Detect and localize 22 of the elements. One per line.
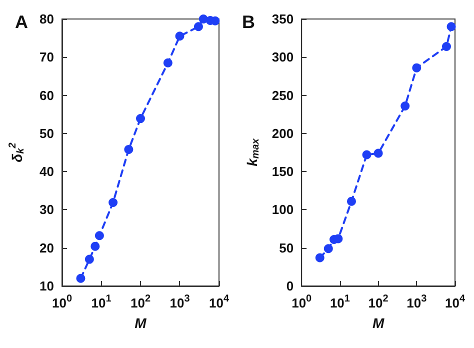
x-axis-title: M	[372, 315, 384, 331]
y-tick-label: 50	[40, 126, 54, 141]
y-axis-title: δk2	[8, 142, 26, 162]
y-tick-label: 10	[40, 278, 54, 294]
y-tick-label: 70	[40, 50, 54, 65]
chart-title: A	[15, 12, 28, 32]
x-axis-title: M	[134, 315, 147, 331]
y-tick-label: 100	[272, 202, 294, 218]
chart-title: B	[242, 12, 255, 32]
y-tick-label: 30	[40, 202, 54, 218]
y-tick-label: 150	[272, 164, 294, 180]
y-tick-label: 80	[40, 12, 54, 26]
y-axis-title: kmax	[244, 138, 262, 166]
y-tick-label: 60	[40, 88, 54, 103]
y-tick-label: 20	[40, 240, 54, 256]
y-tick-label: 250	[272, 88, 294, 103]
y-tick-label: 300	[272, 50, 294, 65]
y-tick-label: 0	[286, 278, 294, 294]
y-tick-label: 200	[272, 126, 294, 141]
y-tick-label: 350	[272, 12, 294, 26]
y-tick-label: 50	[279, 240, 294, 256]
y-tick-label: 40	[40, 164, 54, 180]
